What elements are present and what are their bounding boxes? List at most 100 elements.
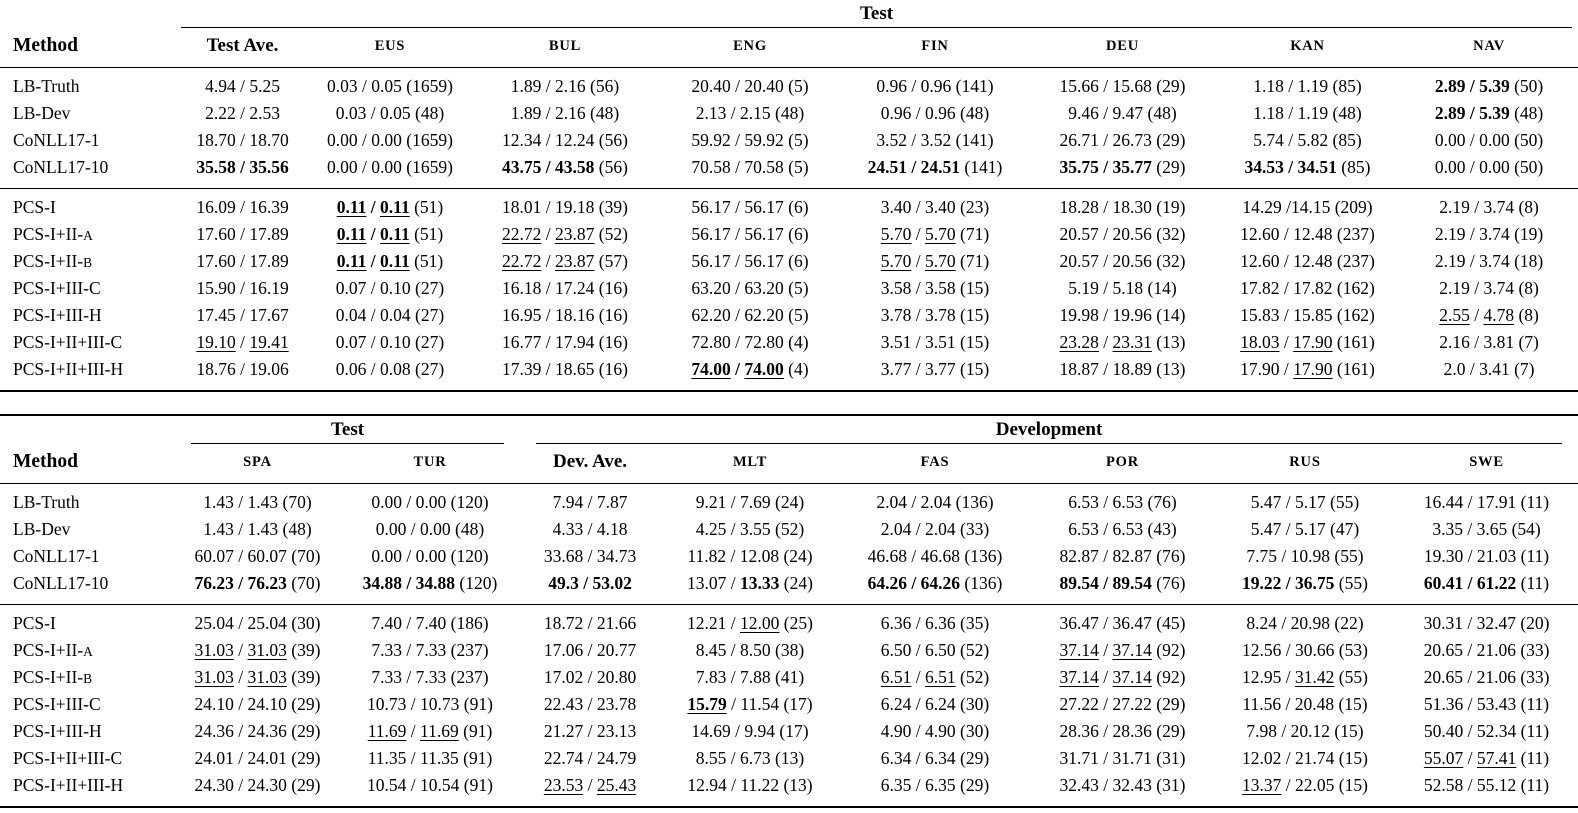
value-cell: 0.00 / 0.00 (120) [340,484,520,517]
metric-value-secondary: 18.70 [249,130,289,150]
value-cell: 11.56 / 20.48 (15) [1215,691,1395,718]
sample-count: (18) [1509,251,1544,271]
value-cell: 63.20 / 63.20 (5) [660,275,840,302]
value-separator: / [235,305,250,325]
value-separator: / [1469,305,1484,325]
value-cell: 2.16 / 3.81 (7) [1400,329,1578,356]
value-cell: 32.43 / 32.43 (31) [1030,772,1215,807]
value-separator: / [402,613,416,633]
sample-count: (11) [1516,775,1550,795]
sample-count: (5) [783,130,809,150]
metric-value-accuracy: 36.47 [1059,613,1099,633]
value-separator: / [1281,573,1296,593]
metric-value-accuracy: 82.87 [1059,546,1099,566]
value-cell: 18.87 / 18.89 (13) [1030,356,1215,391]
sample-count: (71) [955,224,990,244]
metric-value-secondary: 30.66 [1295,640,1335,660]
sample-count: (20) [1515,613,1550,633]
value-cell: 3.78 / 3.78 (15) [840,302,1030,329]
value-separator: / [1279,359,1294,379]
value-separator: / [730,305,745,325]
method-cell: CoNLL17-10 [0,570,175,605]
method-cell: PCS-I+III-C [0,691,175,718]
metric-value-accuracy: 6.50 [880,640,912,660]
value-separator: / [1465,103,1480,123]
value-cell: 70.58 / 70.58 (5) [660,154,840,189]
value-separator: / [1462,667,1477,687]
value-separator: / [402,640,416,660]
sample-count: (24) [779,573,813,593]
metric-value-secondary: 23.87 [555,224,595,244]
value-separator: / [583,546,597,566]
value-separator: / [1463,775,1477,795]
column-header-tur: TUR [413,453,447,470]
metric-value-accuracy: 16.77 [502,332,542,352]
value-separator: / [726,546,740,566]
method-label: LB-Truth [13,492,80,512]
metric-value-secondary: 1.19 [1297,76,1329,96]
value-cell: 0.00 / 0.00 (50) [1400,154,1578,189]
metric-value-secondary: 5.70 [925,224,956,244]
column-header-spa: SPA [243,453,272,470]
metric-value-secondary: 17.91 [1476,492,1517,512]
metric-value-secondary: 31.03 [247,640,287,660]
sample-count: (23) [955,197,990,217]
sample-count: (27) [410,305,445,325]
sample-count: (70) [278,492,312,512]
sample-count: (141) [951,76,994,96]
value-separator: / [911,103,926,123]
metric-value-secondary: 18.16 [555,305,595,325]
metric-value-secondary: 32.47 [1476,613,1516,633]
method-label: PCS-I+II- [13,251,84,271]
metric-value-secondary: 5.70 [925,251,956,271]
metric-value-accuracy: 56.17 [691,197,731,217]
metric-value-accuracy: 23.53 [543,775,584,795]
value-separator: / [1098,546,1113,566]
sample-count: (33) [1515,667,1550,687]
metric-value-secondary: 18.30 [1112,197,1152,217]
sample-count: (76) [1143,492,1177,512]
sample-count: (33) [955,519,990,539]
value-cell: 16.77 / 17.94 (16) [470,329,660,356]
method-label: PCS-I+II- [13,224,84,244]
metric-value-accuracy: 2.19 [1434,251,1466,271]
sample-count: (6) [783,224,809,244]
value-cell: 26.71 / 26.73 (29) [1030,127,1215,154]
metric-value-accuracy: 43.75 [502,157,542,177]
value-separator: / [541,359,556,379]
metric-value-secondary: 26.73 [1112,130,1152,150]
sample-count: (35) [955,613,990,633]
column-group-cell: Test [175,0,1578,28]
metric-value-accuracy: 15.83 [1240,305,1280,325]
value-separator: / [1465,251,1480,271]
sample-count: (29) [1151,130,1186,150]
metric-value-accuracy: 28.36 [1059,721,1099,741]
method-label: CoNLL17-1 [13,546,100,566]
metric-value-accuracy: 11.35 [367,748,407,768]
table-row: CoNLL17-10 76.23 / 76.23 (70) 34.88 / 34.8… [0,570,1578,605]
metric-value-accuracy: 22.43 [543,694,584,714]
metric-value-secondary: 0.08 [380,359,411,379]
value-separator: / [1279,278,1294,298]
sample-count: (29) [1151,721,1186,741]
method-label: PCS-I+II+III-C [13,748,123,768]
value-cell: 2.19 / 3.74 (19) [1400,221,1578,248]
metric-value-accuracy: 12.60 [1240,224,1280,244]
metric-value-accuracy: 51.36 [1423,694,1464,714]
value-separator: / [235,130,250,150]
value-cell: 0.07 / 0.10 (27) [310,329,470,356]
metric-value-accuracy: 0.03 [327,76,358,96]
metric-value-accuracy: 18.70 [196,130,236,150]
metric-value-secondary: 3.51 [925,332,956,352]
value-cell: 12.60 / 12.48 (237) [1215,221,1400,248]
metric-value-secondary: 6.24 [925,694,956,714]
metric-value-accuracy: 14.69 [691,721,731,741]
metric-value-secondary: 35.77 [1112,157,1152,177]
metric-value-secondary: 6.34 [925,748,956,768]
value-separator: / [366,224,381,244]
method-label: PCS-I+III-C [13,278,101,298]
value-separator: / [1098,694,1113,714]
value-cell: 11.82 / 12.08 (24) [660,543,840,570]
method-label: PCS-I+II- [13,667,84,687]
sample-count: (120) [455,573,498,593]
